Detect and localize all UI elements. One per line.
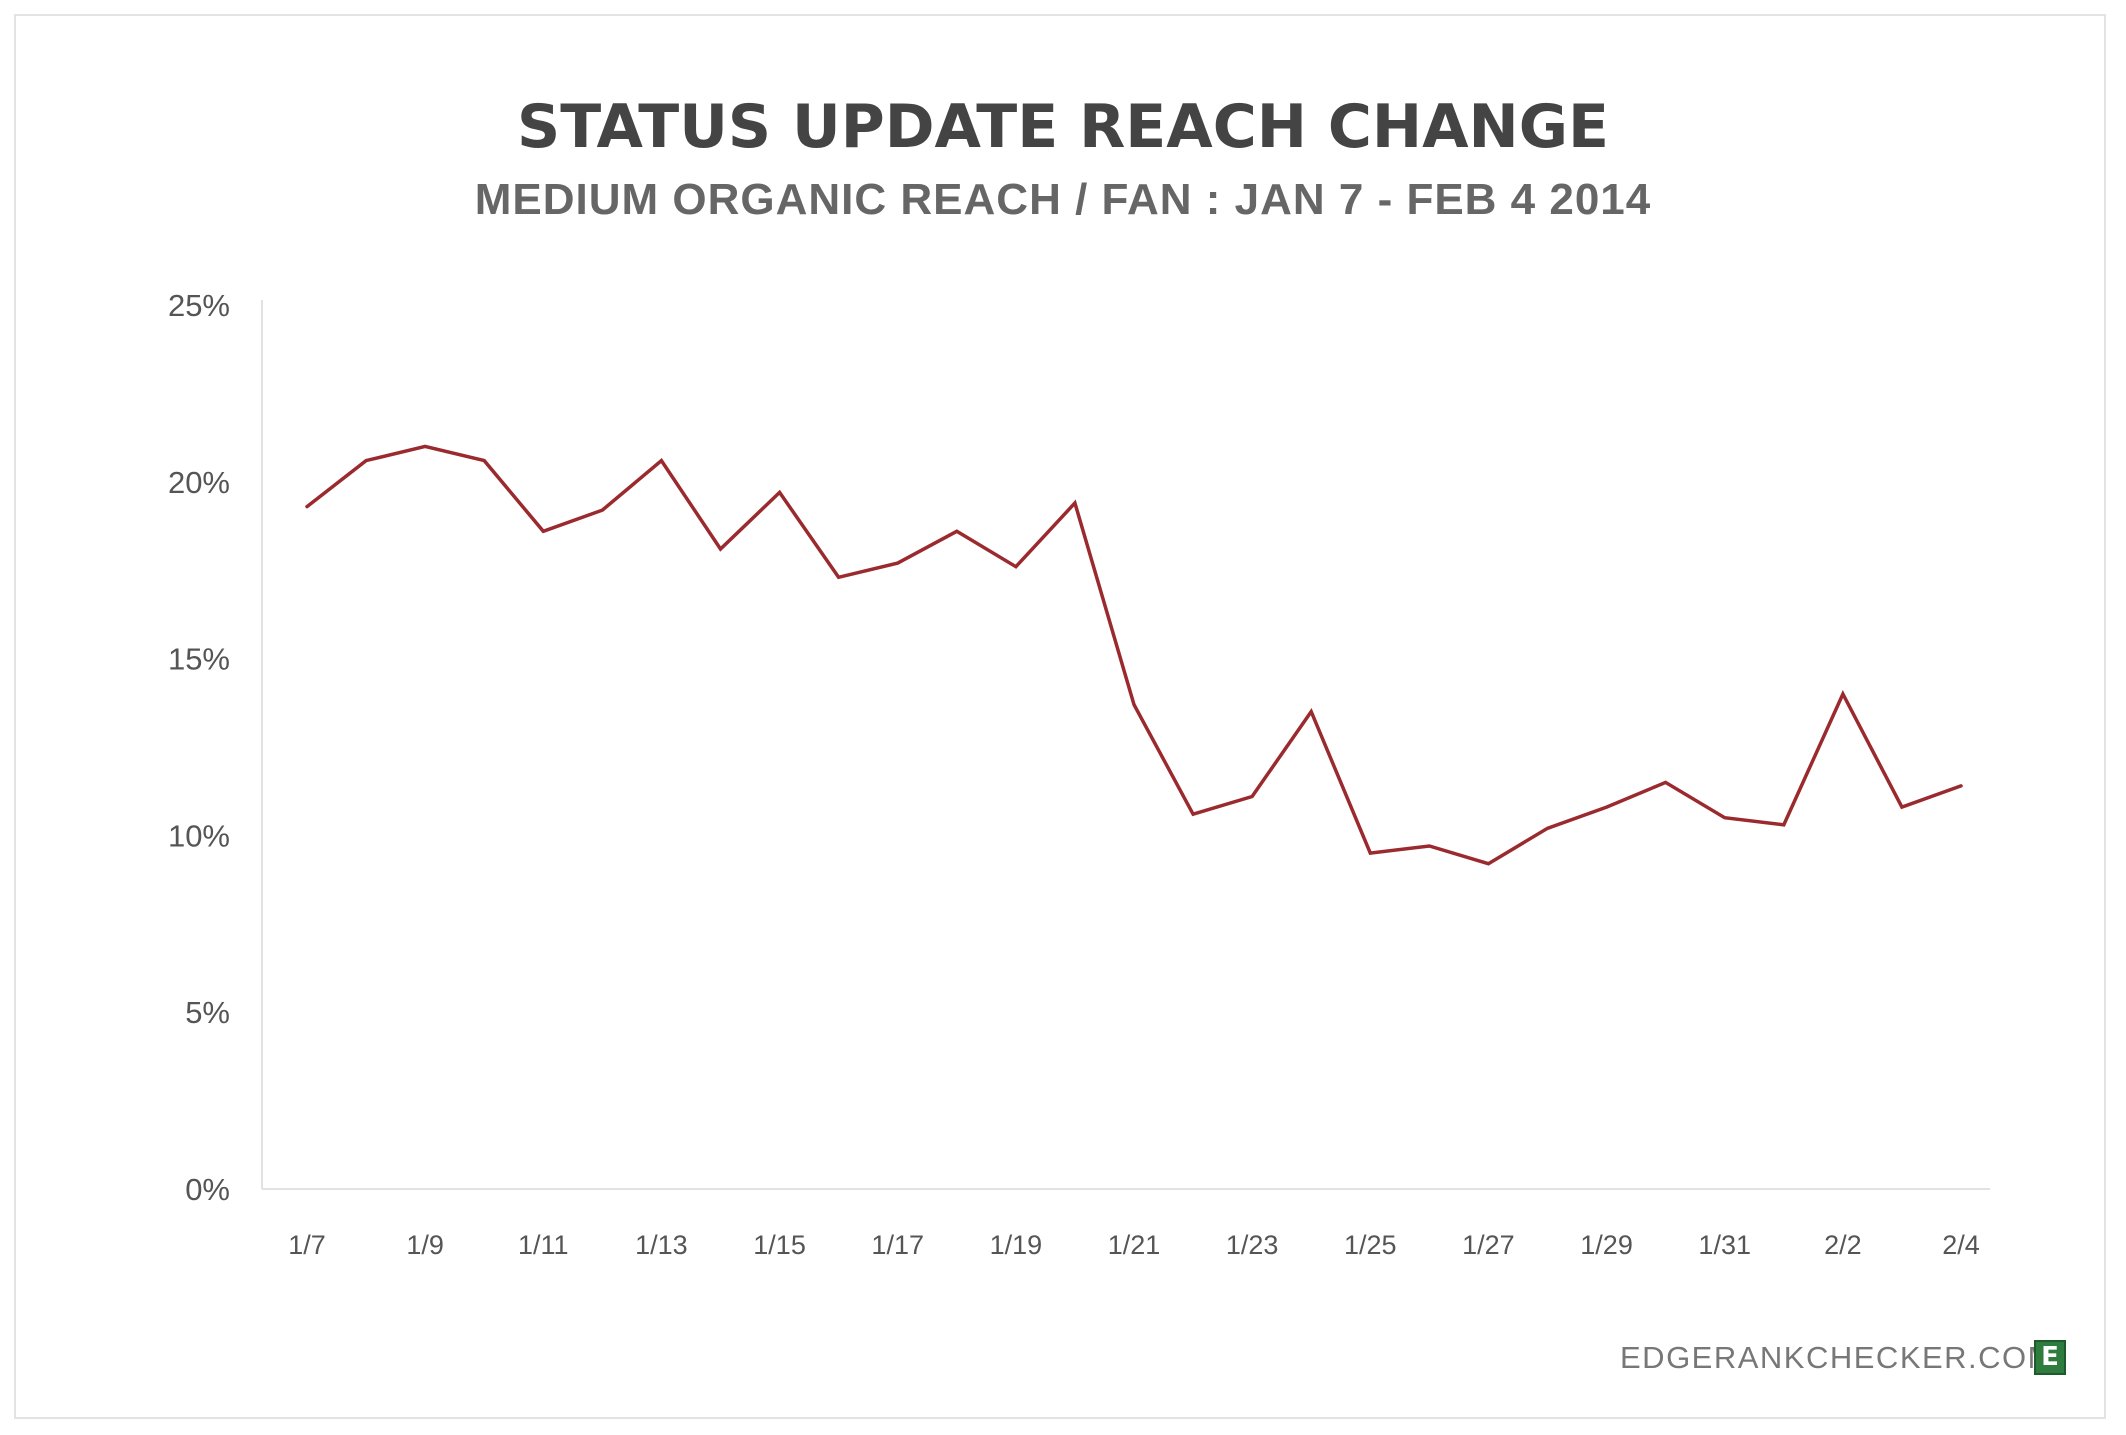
y-tick-label: 5%	[185, 995, 230, 1030]
series-group	[305, 444, 1963, 866]
x-tick-label: 1/29	[1580, 1230, 1633, 1260]
series-line	[305, 444, 1963, 866]
x-tick-label: 1/21	[1108, 1230, 1161, 1260]
chart-frame	[14, 14, 2106, 1419]
brand-logo-icon: E	[2034, 1340, 2066, 1375]
x-tick-label: 2/2	[1824, 1230, 1862, 1260]
x-tick-label: 1/13	[635, 1230, 688, 1260]
chart-subtitle: MEDIUM ORGANIC REACH / FAN : JAN 7 - FEB…	[474, 175, 1652, 224]
y-tick-label: 15%	[168, 642, 230, 677]
x-axis-ticks: 1/7 1/9 1/11 1/13 1/15 1/17 1/19 1/21 1/23 1/25 1/…	[288, 1230, 1980, 1260]
x-tick-label: 1/17	[871, 1230, 924, 1260]
brand-text: EDGERANKCHECKER.COM	[1620, 1340, 2055, 1375]
x-tick-label: 1/19	[990, 1230, 1043, 1260]
y-tick-label: 20%	[168, 465, 230, 500]
x-tick-label: 1/7	[288, 1230, 326, 1260]
y-axis-ticks: 0% 5% 10% 15% 20% 25%	[168, 288, 230, 1207]
x-tick-label: 2/4	[1942, 1230, 1980, 1260]
y-tick-label: 25%	[168, 288, 230, 323]
chart-axes	[261, 300, 1990, 1190]
x-tick-label: 1/27	[1462, 1230, 1515, 1260]
x-tick-label: 1/23	[1226, 1230, 1279, 1260]
x-tick-label: 1/31	[1698, 1230, 1751, 1260]
y-tick-label: 10%	[168, 818, 230, 853]
x-tick-label: 1/15	[753, 1230, 806, 1260]
chart-title: STATUS UPDATE REACH CHANGE	[517, 92, 1609, 162]
x-tick-label: 1/25	[1344, 1230, 1397, 1260]
x-tick-label: 1/11	[518, 1230, 569, 1260]
y-tick-label: 0%	[185, 1172, 230, 1207]
x-tick-label: 1/9	[406, 1230, 444, 1260]
